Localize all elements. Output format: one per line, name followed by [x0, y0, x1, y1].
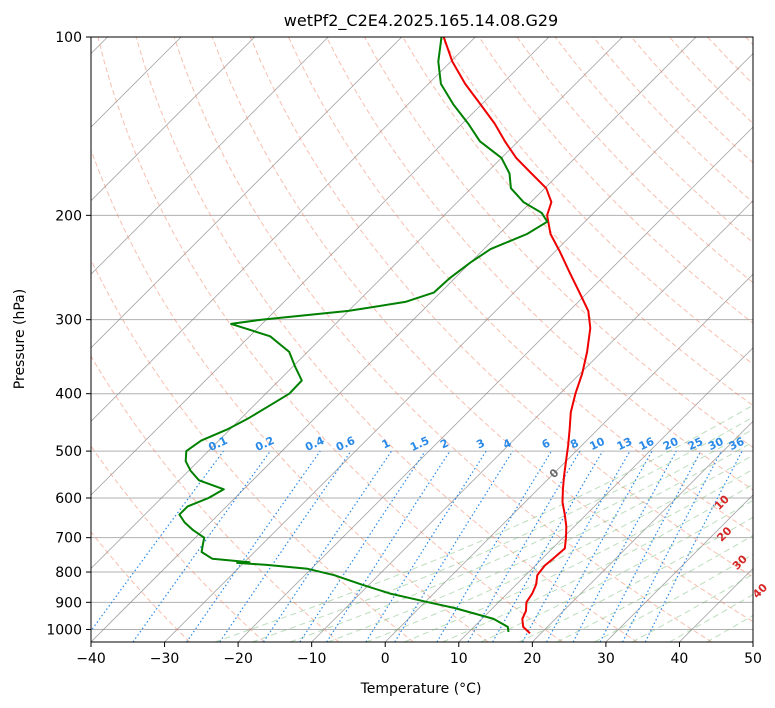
mixing-ratio-label: 30	[706, 435, 726, 453]
mixing-ratio-label: 16	[637, 435, 657, 453]
y-tick-label: 700	[55, 531, 82, 547]
moist-adiabat-line	[327, 441, 753, 642]
mixing-ratio-line	[644, 450, 743, 642]
moist-adiabat-line	[404, 468, 753, 642]
x-axis-label: Temperature (°C)	[360, 681, 482, 697]
x-tick-label: −30	[150, 651, 180, 667]
dry-adiabat-line	[91, 258, 414, 642]
y-tick-label: 1000	[46, 622, 82, 638]
mixing-ratio-label: 10	[587, 435, 607, 453]
dry-adiabat-line	[91, 531, 191, 642]
plot-area	[91, 37, 753, 642]
mixing-ratio-line	[326, 450, 451, 642]
mixing-ratio-line	[572, 450, 677, 642]
isotherm-line	[91, 37, 403, 349]
dry-adiabat-line	[516, 37, 753, 284]
moist-adiabat-line	[518, 516, 753, 642]
isotherm-line	[91, 37, 329, 275]
y-axis-label: Pressure (hPa)	[12, 289, 28, 389]
isotherm-line	[605, 494, 753, 642]
moist-adiabat-line	[556, 534, 753, 642]
dewpoint-profile	[178, 37, 549, 633]
mixing-ratio-line	[546, 450, 653, 642]
isotherm-line	[91, 37, 697, 642]
mixing-ratio-line	[186, 450, 321, 642]
mixing-ratio-line	[132, 450, 271, 642]
moist-adiabat-line	[669, 594, 753, 642]
isotherm-line	[91, 37, 476, 422]
isotherm-line	[458, 347, 753, 642]
dry-adiabat-line	[249, 37, 753, 578]
y-tick-label: 400	[55, 387, 82, 403]
isotherm-line	[164, 52, 753, 642]
moist-adiabat-line	[365, 454, 753, 642]
background-lines	[91, 37, 753, 642]
dry-adiabat-line	[91, 355, 340, 642]
dry-adiabat-line	[97, 37, 563, 642]
dry-adiabat-line	[211, 37, 753, 623]
moist-adiabat-line	[252, 416, 753, 642]
moist-adiabat-line	[214, 404, 753, 642]
isotherm-line	[91, 37, 255, 202]
dry-adiabat-line	[91, 445, 265, 642]
dry-adiabat-line	[91, 148, 489, 642]
x-tick-label: 40	[671, 651, 689, 667]
mixing-ratio-label: 13	[615, 435, 634, 453]
y-tick-label: 300	[55, 313, 82, 329]
isotherm-line	[91, 37, 550, 496]
mixing-ratio-line	[521, 450, 631, 642]
dry-adiabat-line	[173, 37, 713, 642]
moist-adiabat-line	[442, 483, 753, 642]
mixing-ratio-line	[219, 450, 352, 642]
mixing-ratio-label: 20	[661, 435, 681, 453]
temperature-profile	[442, 37, 592, 635]
x-tick-label: −10	[297, 651, 327, 667]
mixing-ratio-line	[262, 450, 392, 642]
y-tick-label: 200	[55, 208, 82, 224]
y-tick-label: 100	[55, 30, 82, 46]
x-tick-label: 20	[523, 651, 541, 667]
y-tick-label: 600	[55, 491, 82, 507]
dry-adiabat-line	[402, 37, 753, 407]
x-tick-label: 0	[381, 651, 390, 667]
x-tick-label: 10	[450, 651, 468, 667]
dry-adiabat-line	[135, 37, 638, 642]
y-axis: 100 200 300 400 500 600 700 800 900 1000	[46, 30, 91, 638]
mixing-ratio-line	[299, 450, 426, 642]
x-tick-label: 30	[597, 651, 615, 667]
x-tick-label: 50	[744, 651, 762, 667]
isotherm-line	[237, 126, 753, 642]
isotherm-line	[532, 420, 753, 642]
y-tick-label: 500	[55, 444, 82, 460]
y-tick-label: 800	[55, 565, 82, 581]
mixing-ratio-line	[394, 450, 514, 642]
isotherm-line	[384, 273, 753, 642]
mixing-ratio-label: 25	[686, 435, 705, 453]
y-tick-label: 900	[55, 595, 82, 611]
mixing-ratio-label: 36	[727, 435, 747, 453]
plot-frame	[90, 36, 754, 643]
dry-adiabat-line	[478, 37, 753, 324]
profile-lines	[178, 37, 592, 635]
mixing-ratio-line	[91, 450, 224, 632]
x-tick-label: −20	[223, 651, 253, 667]
x-axis: −40 −30 −20 −10 0 10 20 30 40 50	[76, 642, 762, 667]
isotherm-line	[752, 641, 753, 642]
chart-title: wetPf2_C2E4.2025.165.14.08.G29	[284, 11, 558, 31]
dry-adiabat-line	[326, 37, 753, 491]
isotherm-line	[91, 37, 623, 570]
x-tick-label: −40	[76, 651, 106, 667]
